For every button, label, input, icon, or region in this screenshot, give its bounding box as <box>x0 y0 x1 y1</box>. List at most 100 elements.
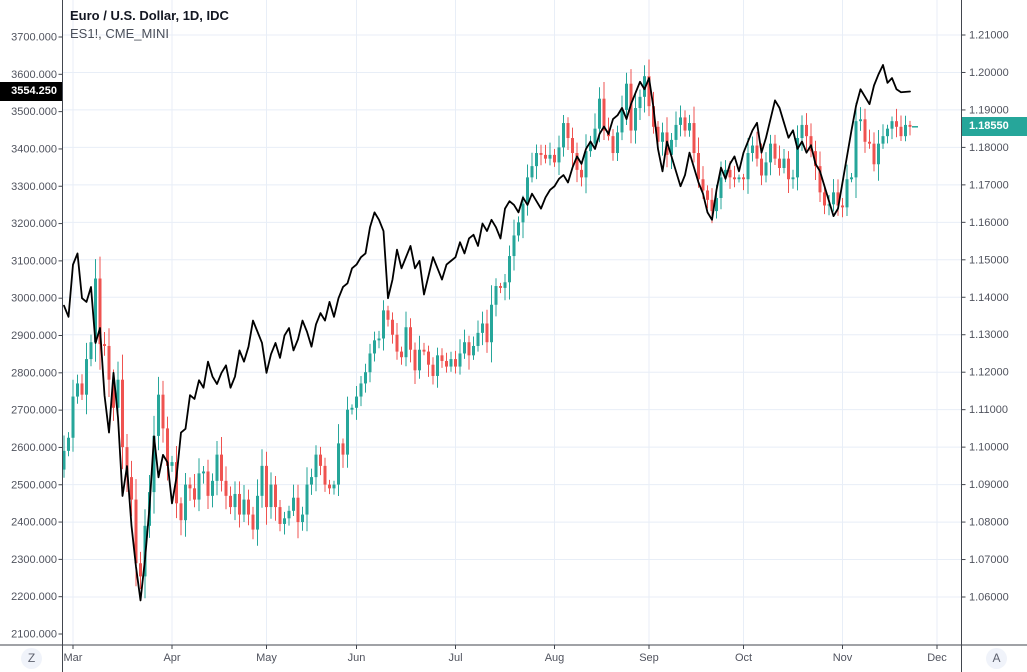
candle-body <box>202 471 205 474</box>
candle-body <box>449 359 453 367</box>
candle-body <box>323 465 327 485</box>
candle-body <box>220 454 223 481</box>
candle-body <box>881 136 885 144</box>
candle-body <box>863 119 867 142</box>
month-tick-label: Aug <box>545 652 565 664</box>
candle-body <box>314 454 318 478</box>
candle-body <box>224 480 228 496</box>
candle-body <box>170 462 174 466</box>
candle-body <box>827 204 831 206</box>
candle-body <box>796 138 799 178</box>
candle-body <box>553 154 556 163</box>
candle-body <box>670 139 673 155</box>
right-axis-tick-label: 1.09000 <box>969 479 1009 491</box>
candle-body <box>764 162 768 176</box>
candle-body <box>562 123 565 148</box>
corner-button-z[interactable]: Z <box>21 648 42 669</box>
candle-body <box>94 278 97 343</box>
candle-body <box>355 396 358 408</box>
candle-body <box>89 342 93 360</box>
candle-body <box>602 98 606 131</box>
candle-body <box>445 360 448 367</box>
candle-body <box>841 205 844 208</box>
candle-body <box>305 484 309 515</box>
candle-body <box>332 484 336 489</box>
candle-body <box>359 383 363 397</box>
left-axis-tick-label: 2400.000 <box>11 517 57 529</box>
candle-body <box>103 344 106 346</box>
month-tick-label: May <box>256 652 277 664</box>
left-axis-tick-label: 3100.000 <box>11 255 57 267</box>
candle-body <box>548 154 552 159</box>
candle-body <box>134 499 138 564</box>
candle-body <box>494 286 498 305</box>
right-axis-tick-label: 1.17000 <box>969 179 1009 191</box>
candle-body <box>67 437 70 451</box>
candle-body <box>589 143 592 152</box>
candle-body <box>175 462 178 504</box>
overlay-symbol-title[interactable]: ES1!, CME_MINI <box>70 26 169 41</box>
candle-body <box>125 447 129 478</box>
candle-body <box>391 319 394 335</box>
right-axis-tick-label: 1.11000 <box>969 404 1008 416</box>
candle-body <box>638 96 642 109</box>
candle-body <box>328 484 331 489</box>
candle-body <box>211 480 214 496</box>
candle-body <box>625 83 628 110</box>
candle-body <box>701 179 705 191</box>
candle-body <box>544 154 547 159</box>
candle-body <box>413 349 417 371</box>
candle-body <box>850 177 853 180</box>
candle-body <box>805 124 808 137</box>
candle-body <box>427 351 430 365</box>
candle-body <box>512 235 516 257</box>
candle-body <box>688 123 691 131</box>
candle-body <box>341 443 345 455</box>
candle-body <box>836 192 840 206</box>
right-axis-tick-label: 1.19000 <box>969 104 1009 116</box>
left-axis-tick-label: 2500.000 <box>11 479 57 491</box>
candle-body <box>580 169 583 178</box>
candle-body <box>251 514 255 530</box>
candle-body <box>157 394 160 436</box>
candle-body <box>107 345 111 380</box>
candle-body <box>886 128 889 137</box>
month-tick-label: Nov <box>833 652 853 664</box>
candle-body <box>418 349 421 371</box>
candle-body <box>517 222 520 236</box>
candle-body <box>877 143 880 165</box>
candle-body <box>832 192 835 205</box>
candle-body <box>242 499 246 515</box>
right-axis-tick-label: 1.15000 <box>969 254 1009 266</box>
month-tick-label: Apr <box>163 652 180 664</box>
candle-body <box>728 169 732 178</box>
candle-body <box>737 177 741 180</box>
candle-body <box>440 355 444 361</box>
candle-body <box>593 128 597 144</box>
candle-body <box>215 454 219 481</box>
candle-body <box>395 334 399 352</box>
candle-body <box>292 497 295 511</box>
right-axis-tick-label: 1.18000 <box>969 142 1009 154</box>
left-axis-tick-label: 3000.000 <box>11 293 57 305</box>
candle-body <box>283 518 286 524</box>
candle-body <box>530 166 534 178</box>
corner-button-a[interactable]: A <box>986 648 1007 669</box>
right-axis-tick-label: 1.10000 <box>969 442 1009 454</box>
candle-body <box>845 179 849 208</box>
candle-body <box>287 510 291 519</box>
candle-body <box>188 484 192 489</box>
symbol-title[interactable]: Euro / U.S. Dollar, 1D, IDC <box>70 8 230 23</box>
candle-body <box>373 340 376 354</box>
candle-body <box>647 76 651 107</box>
candle-body <box>62 450 66 470</box>
candle-body <box>350 407 354 410</box>
candle-body <box>755 145 759 159</box>
candle-body <box>814 151 817 167</box>
candle-body <box>890 121 894 129</box>
candle-body <box>710 199 714 212</box>
candle-body <box>809 136 813 152</box>
left-axis-tick-label: 2600.000 <box>11 442 57 454</box>
candle-body <box>899 126 903 137</box>
